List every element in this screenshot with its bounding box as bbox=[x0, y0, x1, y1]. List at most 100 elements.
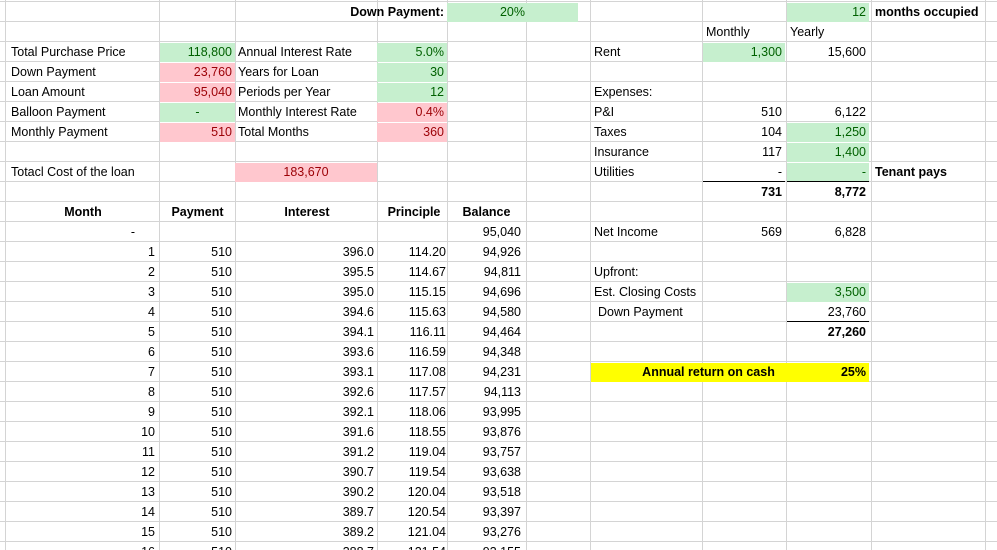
total-price-cell[interactable]: 118,800 bbox=[160, 43, 235, 62]
expenses-total-monthly-cell[interactable]: 731 bbox=[761, 185, 782, 199]
rent-label[interactable]: Rent bbox=[594, 45, 621, 59]
upfront-down-cell[interactable]: 23,760 bbox=[787, 303, 869, 322]
total-cost-cell[interactable]: 183,670 bbox=[235, 163, 377, 182]
schedule-principle-cell[interactable]: 117.08 bbox=[408, 365, 446, 379]
taxes-yearly-cell[interactable]: 1,250 bbox=[787, 123, 869, 142]
pi-yearly-cell[interactable]: 6,122 bbox=[834, 105, 866, 119]
down-payment-pct-cell[interactable]: 20% bbox=[447, 3, 578, 22]
years-cell[interactable]: 30 bbox=[377, 63, 447, 82]
pi-label[interactable]: P&I bbox=[594, 105, 615, 119]
schedule-interest-cell[interactable]: 395.0 bbox=[342, 285, 374, 299]
schedule-payment-cell[interactable]: 510 bbox=[211, 285, 232, 299]
rent-monthly-cell[interactable]: 1,300 bbox=[703, 43, 785, 62]
schedule-interest-cell[interactable]: 392.1 bbox=[342, 405, 374, 419]
annual-return-label[interactable]: Annual return on cash bbox=[591, 363, 826, 382]
upfront-label[interactable]: Upfront: bbox=[594, 265, 639, 279]
upfront-down-label[interactable]: Down Payment bbox=[598, 305, 683, 319]
schedule-month-cell[interactable]: 11 bbox=[142, 445, 155, 459]
down-payment-label[interactable]: Down Payment bbox=[11, 65, 96, 79]
schedule-payment-cell[interactable]: 510 bbox=[211, 485, 232, 499]
total-price-label[interactable]: Total Purchase Price bbox=[11, 45, 126, 59]
schedule-month-cell[interactable]: 5 bbox=[148, 325, 155, 339]
schedule-interest-cell[interactable]: 393.6 bbox=[342, 345, 374, 359]
taxes-label[interactable]: Taxes bbox=[594, 125, 627, 139]
schedule-payment-cell[interactable]: 510 bbox=[211, 265, 232, 279]
schedule-interest-cell[interactable]: 389.7 bbox=[342, 505, 374, 519]
schedule-principle-cell[interactable]: 121.54 bbox=[379, 543, 449, 550]
schedule-balance-cell[interactable]: 93,757 bbox=[482, 445, 521, 459]
schedule-interest-cell[interactable]: 391.6 bbox=[342, 425, 374, 439]
schedule-start-month[interactable]: - bbox=[130, 225, 136, 239]
schedule-month-cell[interactable]: 2 bbox=[148, 265, 155, 279]
schedule-month-cell[interactable]: 13 bbox=[141, 485, 155, 499]
annual-rate-cell[interactable]: 5.0% bbox=[377, 43, 447, 62]
schedule-month-cell[interactable]: 14 bbox=[141, 505, 155, 519]
monthly-rate-label[interactable]: Monthly Interest Rate bbox=[238, 105, 357, 119]
schedule-principle-cell[interactable]: 119.04 bbox=[408, 445, 446, 459]
schedule-month-cell[interactable]: 6 bbox=[148, 345, 155, 359]
schedule-month-cell[interactable]: 7 bbox=[148, 365, 155, 379]
schedule-payment-cell[interactable]: 510 bbox=[211, 305, 232, 319]
schedule-balance-cell[interactable]: 93,995 bbox=[482, 405, 521, 419]
years-label[interactable]: Years for Loan bbox=[238, 65, 319, 79]
schedule-balance-cell[interactable]: 94,926 bbox=[482, 245, 521, 259]
utilities-monthly-cell[interactable]: - bbox=[703, 163, 785, 182]
schedule-balance-cell[interactable]: 93,518 bbox=[482, 485, 521, 499]
total-cost-label[interactable]: Totacl Cost of the loan bbox=[11, 165, 135, 179]
schedule-payment-cell[interactable]: 510 bbox=[211, 345, 232, 359]
monthly-payment-cell[interactable]: 510 bbox=[160, 123, 235, 142]
upfront-total-cell[interactable]: 27,260 bbox=[827, 325, 866, 339]
schedule-balance-cell[interactable]: 94,580 bbox=[482, 305, 521, 319]
schedule-month-cell[interactable]: 10 bbox=[141, 425, 155, 439]
tenant-pays-note[interactable]: Tenant pays bbox=[875, 165, 948, 179]
utilities-label[interactable]: Utilities bbox=[594, 165, 635, 179]
schedule-principle-cell[interactable]: 120.04 bbox=[407, 485, 446, 499]
schedule-interest-cell[interactable]: 390.7 bbox=[342, 465, 374, 479]
schedule-month-cell[interactable]: 15 bbox=[141, 525, 155, 539]
schedule-month-cell[interactable]: 16 bbox=[8, 543, 158, 550]
schedule-principle-cell[interactable]: 117.57 bbox=[408, 385, 446, 399]
loan-amount-cell[interactable]: 95,040 bbox=[160, 83, 235, 102]
schedule-principle-cell[interactable]: 114.20 bbox=[408, 245, 446, 259]
schedule-balance-cell[interactable]: 93,876 bbox=[482, 425, 521, 439]
utilities-yearly-cell[interactable]: - bbox=[787, 163, 869, 182]
insurance-label[interactable]: Insurance bbox=[594, 145, 649, 159]
months-occupied-label[interactable]: months occupied bbox=[875, 5, 979, 19]
expenses-total-yearly-cell[interactable]: 8,772 bbox=[834, 185, 866, 199]
schedule-balance-cell[interactable]: 94,696 bbox=[482, 285, 521, 299]
taxes-monthly-cell[interactable]: 104 bbox=[761, 125, 782, 139]
closing-costs-label[interactable]: Est. Closing Costs bbox=[594, 285, 697, 299]
schedule-principle-cell[interactable]: 118.06 bbox=[408, 405, 446, 419]
schedule-month-cell[interactable]: 4 bbox=[148, 305, 155, 319]
schedule-balance-cell[interactable]: 94,231 bbox=[482, 365, 521, 379]
schedule-payment-cell[interactable]: 510 bbox=[211, 525, 232, 539]
schedule-principle-cell[interactable]: 116.11 bbox=[409, 325, 446, 339]
total-months-cell[interactable]: 360 bbox=[377, 123, 447, 142]
schedule-interest-cell[interactable]: 395.5 bbox=[342, 265, 374, 279]
schedule-payment-cell[interactable]: 510 bbox=[211, 365, 232, 379]
monthly-rate-cell[interactable]: 0.4% bbox=[377, 103, 447, 122]
schedule-interest-cell[interactable]: 393.1 bbox=[342, 365, 374, 379]
schedule-month-cell[interactable]: 8 bbox=[148, 385, 155, 399]
schedule-header-interest[interactable]: Interest bbox=[284, 205, 330, 219]
schedule-month-cell[interactable]: 1 bbox=[148, 245, 155, 259]
schedule-balance-cell[interactable]: 93,276 bbox=[482, 525, 521, 539]
schedule-payment-cell[interactable]: 510 bbox=[211, 325, 232, 339]
schedule-month-cell[interactable]: 3 bbox=[148, 285, 155, 299]
schedule-balance-cell[interactable]: 94,811 bbox=[483, 265, 521, 279]
balloon-label[interactable]: Balloon Payment bbox=[11, 105, 106, 119]
schedule-principle-cell[interactable]: 121.04 bbox=[407, 525, 446, 539]
schedule-principle-cell[interactable]: 115.15 bbox=[408, 285, 446, 299]
schedule-payment-cell[interactable]: 510 bbox=[211, 425, 232, 439]
insurance-monthly-cell[interactable]: 117 bbox=[762, 145, 782, 159]
net-income-yearly-cell[interactable]: 6,828 bbox=[834, 225, 866, 239]
periods-label[interactable]: Periods per Year bbox=[238, 85, 331, 99]
schedule-principle-cell[interactable]: 119.54 bbox=[408, 465, 446, 479]
balloon-cell[interactable]: - bbox=[160, 103, 235, 122]
yearly-header[interactable]: Yearly bbox=[790, 25, 825, 39]
schedule-payment-cell[interactable]: 510 bbox=[211, 245, 232, 259]
down-payment-cell[interactable]: 23,760 bbox=[160, 63, 235, 82]
schedule-balance-cell[interactable]: 93,397 bbox=[482, 505, 521, 519]
schedule-header-balance[interactable]: Balance bbox=[462, 205, 511, 219]
schedule-header-payment[interactable]: Payment bbox=[171, 205, 224, 219]
